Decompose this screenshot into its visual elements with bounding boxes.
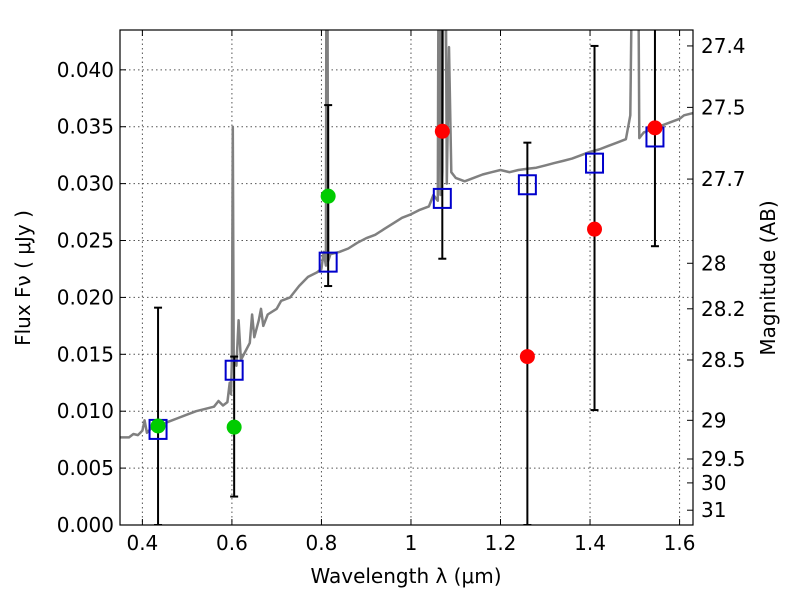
y-tick-label: 0.010	[57, 399, 114, 423]
upper-limit-point	[587, 221, 603, 237]
right-tick-label: 28.2	[701, 297, 746, 321]
x-tick-label: 1	[405, 531, 418, 555]
x-tick-label: 0.6	[216, 531, 248, 555]
upper-limit-point	[519, 349, 535, 365]
y-axis-label: Flux Fν ( μJy )	[11, 210, 35, 346]
model-photometry-square	[585, 152, 605, 174]
right-tick-label: 29	[701, 408, 726, 432]
upper-limit-point	[434, 123, 450, 139]
x-axis-label: Wavelength λ (μm)	[310, 564, 501, 588]
model-photometry-square	[517, 174, 537, 196]
y-tick-label: 0.020	[57, 285, 114, 309]
x-tick-label: 0.4	[126, 531, 158, 555]
y-tick-label: 0.025	[57, 229, 114, 253]
right-tick-label: 30	[701, 471, 726, 495]
right-tick-label: 29.5	[701, 447, 746, 471]
y-tick-label: 0.035	[57, 115, 114, 139]
y-tick-label: 0.030	[57, 172, 114, 196]
spectrum-line	[120, 30, 693, 439]
x-tick-label: 0.8	[306, 531, 338, 555]
y-tick-label: 0.000	[57, 513, 114, 537]
right-tick-label: 28.5	[701, 348, 746, 372]
y-tick-label: 0.005	[57, 456, 114, 480]
detection-point	[226, 419, 242, 435]
right-tick-label: 27.7	[701, 167, 746, 191]
model-photometry-square	[224, 359, 244, 381]
model-photometry-square	[318, 251, 338, 273]
detection-point	[150, 418, 166, 434]
x-tick-label: 1.2	[485, 531, 517, 555]
axes: 0.4 0.6 0.8 1 1.2 1.4 1.6 0.000 0.005 0.010 0.015 0…	[57, 30, 746, 555]
grid	[120, 30, 693, 526]
right-tick-label: 27.5	[701, 95, 746, 119]
x-tick-label: 1.4	[574, 531, 606, 555]
y-tick-label: 0.015	[57, 342, 114, 366]
plot-area	[120, 30, 693, 525]
right-tick-label: 28	[701, 251, 726, 275]
y-tick-label: 0.040	[57, 58, 114, 82]
right-tick-label: 27.4	[701, 34, 746, 58]
detection-point	[320, 188, 336, 204]
x-tick-label: 1.6	[664, 531, 696, 555]
upper-limit-point	[647, 120, 663, 136]
plot-frame	[119, 29, 694, 526]
model-photometry-square	[432, 187, 452, 209]
right-tick-label: 31	[701, 498, 726, 522]
y-axis-right-label: Magnitude (AB)	[756, 200, 780, 355]
